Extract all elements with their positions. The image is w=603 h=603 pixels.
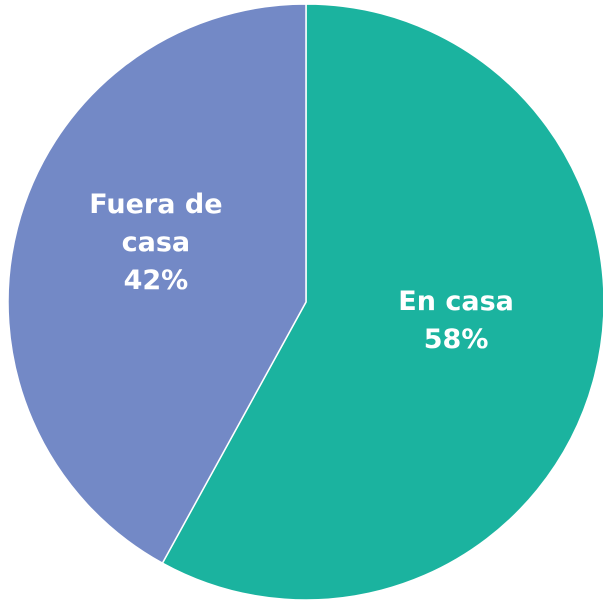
category-label: En casa (398, 285, 514, 317)
pie-slice (161, 3, 603, 601)
pie-slice (7, 3, 307, 565)
slice-label: En casa 58% (381, 283, 531, 359)
value-label: 58% (423, 323, 489, 355)
value-label: 42% (123, 265, 189, 297)
category-label: Fuera de casa (89, 189, 223, 259)
slice-label: Fuera de casa 42% (81, 186, 231, 300)
